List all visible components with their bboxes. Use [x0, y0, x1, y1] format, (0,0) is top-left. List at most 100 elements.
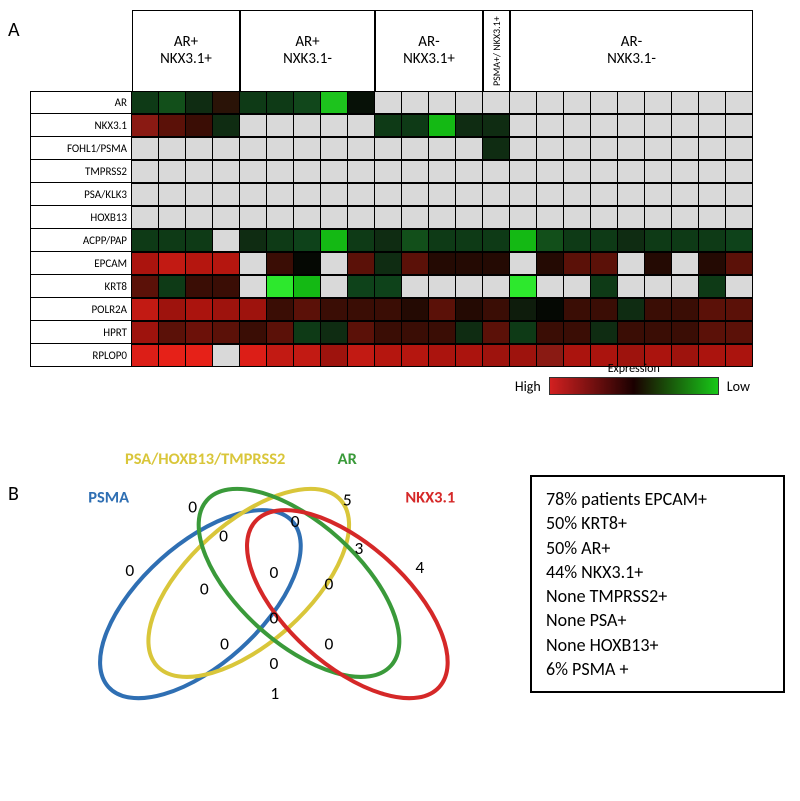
heatmap-cell: [591, 321, 618, 344]
heatmap-cell: [645, 91, 672, 114]
heatmap-cell: [240, 252, 267, 275]
column-group-header: AR-NXK3.1-: [510, 10, 753, 92]
heatmap-cell: [348, 344, 375, 367]
heatmap-cell: [483, 298, 510, 321]
column-group-header: PSMA+/ NKX3.1+: [483, 10, 510, 92]
heatmap-cell: [321, 229, 348, 252]
venn-ellipse: [117, 456, 381, 711]
venn-diagram: 000005340000001PSMAPSA/HOXB13/TMPRSS2ARN…: [50, 435, 490, 730]
heatmap-cell: [375, 114, 402, 137]
heatmap-cell: [726, 206, 753, 229]
heatmap-cell: [699, 252, 726, 275]
heatmap-cell: [213, 137, 240, 160]
heatmap-cell: [429, 91, 456, 114]
heatmap-cell: [159, 91, 186, 114]
heatmap-cell: [132, 183, 159, 206]
heatmap-cell: [699, 137, 726, 160]
heatmap-cell: [726, 137, 753, 160]
heatmap-cell: [429, 229, 456, 252]
heatmap-cell: [726, 229, 753, 252]
heatmap-cell: [537, 275, 564, 298]
heatmap-cell: [213, 183, 240, 206]
heatmap-cell: [699, 206, 726, 229]
heatmap-cell: [483, 229, 510, 252]
heatmap-cell: [456, 298, 483, 321]
heatmap-cell: [294, 298, 321, 321]
heatmap-cell: [267, 160, 294, 183]
heatmap-cell: [618, 252, 645, 275]
heatmap-row: HPRT: [30, 321, 790, 344]
row-label: TMPRSS2: [30, 160, 132, 183]
heatmap-cell: [240, 114, 267, 137]
heatmap-cell: [537, 298, 564, 321]
heatmap-cell: [348, 114, 375, 137]
row-label: EPCAM: [30, 252, 132, 275]
heatmap-cell: [132, 298, 159, 321]
heatmap-cell: [456, 91, 483, 114]
heatmap-cell: [591, 160, 618, 183]
heatmap-cell: [645, 206, 672, 229]
venn-set-label: NKX3.1: [405, 488, 455, 508]
heatmap-cell: [294, 183, 321, 206]
heatmap-cell: [726, 344, 753, 367]
heatmap-cell: [213, 229, 240, 252]
venn-count: 3: [355, 537, 364, 559]
heatmap-cell: [591, 114, 618, 137]
heatmap-cell: [186, 229, 213, 252]
heatmap-cell: [537, 160, 564, 183]
heatmap-cell: [537, 206, 564, 229]
row-label: AR: [30, 91, 132, 114]
heatmap-cell: [213, 160, 240, 183]
heatmap-cell: [618, 321, 645, 344]
heatmap-cell: [375, 160, 402, 183]
heatmap-cell: [159, 344, 186, 367]
heatmap-cell: [132, 137, 159, 160]
venn-count: 0: [125, 559, 134, 581]
heatmap-cell: [564, 183, 591, 206]
venn-count: 1: [270, 682, 279, 704]
heatmap-cell: [591, 252, 618, 275]
heatmap-cell: [321, 321, 348, 344]
heatmap-cell: [456, 137, 483, 160]
heatmap-cell: [618, 137, 645, 160]
heatmap-cell: [375, 298, 402, 321]
heatmap-cell: [240, 137, 267, 160]
row-label: ACPP/PAP: [30, 229, 132, 252]
heatmap-cell: [537, 137, 564, 160]
row-label: HOXB13: [30, 206, 132, 229]
heatmap-cell: [240, 298, 267, 321]
heatmap-cell: [564, 160, 591, 183]
heatmap-cell: [618, 206, 645, 229]
heatmap-cell: [510, 183, 537, 206]
heatmap-cell: [348, 275, 375, 298]
heatmap-cell: [402, 114, 429, 137]
stat-line: None HOXB13+: [546, 633, 769, 657]
venn-count: 0: [291, 510, 300, 532]
heatmap-cell: [699, 298, 726, 321]
venn-set-label: PSA/HOXB13/TMPRSS2: [125, 449, 285, 469]
heatmap-cell: [672, 252, 699, 275]
heatmap-cell: [564, 298, 591, 321]
heatmap-cell: [429, 252, 456, 275]
panel-label-a: A: [8, 18, 20, 42]
heatmap-cell: [375, 344, 402, 367]
heatmap-cell: [294, 114, 321, 137]
heatmap-cell: [213, 252, 240, 275]
heatmap-cell: [213, 275, 240, 298]
stat-line: 6% PSMA +: [546, 657, 769, 681]
heatmap-body: ARNKX3.1FOHL1/PSMATMPRSS2PSA/KLK3HOXB13A…: [30, 91, 790, 367]
heatmap-cell: [375, 183, 402, 206]
heatmap-cell: [240, 91, 267, 114]
heatmap-cell: [591, 91, 618, 114]
heatmap-cell: [510, 160, 537, 183]
heatmap-cell: [321, 252, 348, 275]
heatmap-cell: [618, 91, 645, 114]
heatmap-cell: [267, 137, 294, 160]
heatmap-cell: [267, 344, 294, 367]
row-label: RPLOP0: [30, 344, 132, 367]
row-label: NKX3.1: [30, 114, 132, 137]
heatmap-cell: [375, 137, 402, 160]
heatmap-cell: [294, 344, 321, 367]
heatmap-cell: [726, 183, 753, 206]
heatmap-cell: [402, 252, 429, 275]
